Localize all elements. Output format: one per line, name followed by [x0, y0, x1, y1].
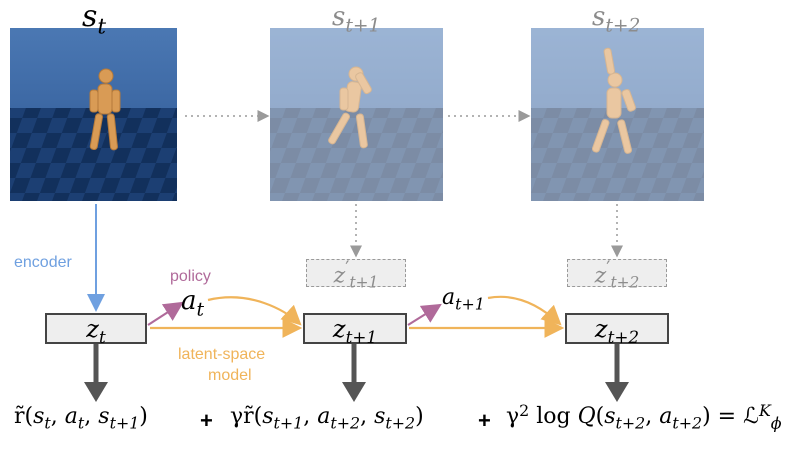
predicted-latent-t-plus-1: z′t+1	[306, 258, 406, 290]
equation-term-value: γ2 log Q(st+2, at+2) = ℒKϕ	[506, 400, 782, 433]
predicted-latent-t-plus-2: z′t+2	[567, 258, 667, 290]
reward-arrow-1	[84, 344, 108, 402]
reward-arrow-3	[605, 344, 629, 402]
latent-box-t-plus-2: zt+2	[565, 313, 669, 345]
state-label-t: st	[82, 0, 107, 40]
policy-label: policy	[170, 268, 211, 285]
equation-term-reward-t: r̃(st, at, st+1)	[14, 404, 148, 433]
policy-arrow-t-plus-1	[407, 303, 442, 326]
reward-arrow-2	[342, 344, 366, 402]
state-frame-t	[10, 28, 177, 201]
equation-term-reward-t-plus-1: γr̃(st+1, at+2, st+2)	[230, 404, 424, 433]
state-label-t-plus-1: st+1	[332, 2, 381, 37]
plus-sign-2: +	[478, 408, 491, 433]
latent-box-t-plus-1: zt+1	[303, 313, 407, 345]
state-label-t-plus-2: st+2	[592, 2, 641, 37]
state-frame-t-plus-1	[270, 28, 443, 201]
encoder-label: encoder	[14, 254, 72, 271]
latent-box-t: zt	[45, 313, 147, 345]
model-arrow-from-action-t-plus-1	[487, 295, 562, 326]
policy-arrow-t	[147, 301, 184, 326]
model-label-line2: model	[208, 367, 252, 384]
action-label-t: at	[181, 286, 205, 321]
model-arrow-from-action-t	[207, 296, 302, 326]
model-label-line1: latent-space	[178, 346, 266, 363]
action-label-t-plus-1: at+1	[442, 285, 485, 314]
state-frame-t-plus-2	[531, 28, 704, 201]
plus-sign-1: +	[200, 408, 213, 433]
